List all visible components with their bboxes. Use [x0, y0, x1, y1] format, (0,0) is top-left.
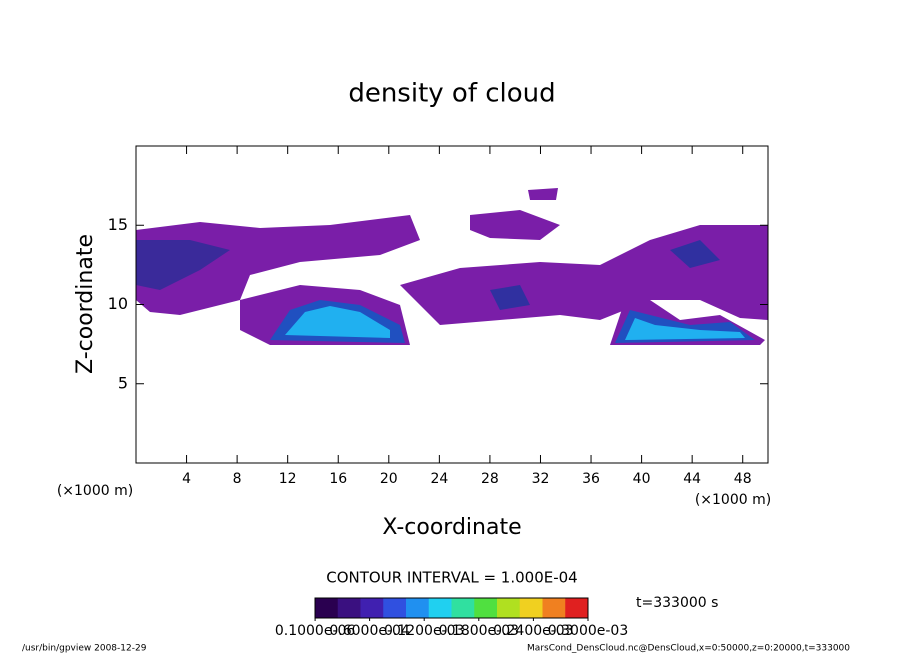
colorbar-cell	[428, 598, 452, 618]
y-tick-label: 10	[108, 294, 128, 313]
x-tick-label: 40	[633, 471, 651, 487]
contour-interval: CONTOUR INTERVAL = 1.000E-04	[326, 569, 577, 587]
y-tick-label: 15	[108, 215, 128, 234]
colorbar-label: 0.1200e-03	[384, 623, 464, 639]
colorbar-cell	[315, 598, 339, 618]
x-tick-label: 48	[734, 471, 752, 487]
x-tick-label: 44	[683, 471, 701, 487]
time-label: t=333000 s	[636, 595, 718, 611]
colorbar-cell	[565, 598, 589, 618]
x-tick-label: 24	[430, 471, 448, 487]
cloud-field	[136, 188, 768, 345]
x-tick-label: 32	[532, 471, 550, 487]
colorbar-cell	[542, 598, 566, 618]
colorbar-cell	[474, 598, 498, 618]
footer: /usr/bin/gpview 2008-12-29	[22, 644, 147, 654]
colorbar-cell	[360, 598, 384, 618]
x-tick-label: 36	[582, 471, 600, 487]
chart-title: density of cloud	[348, 79, 555, 109]
footer: MarsCond_DensCloud.nc@DensCloud,x=0:5000…	[527, 644, 850, 654]
colorbar-label: 0.1000e-06	[275, 623, 356, 639]
x-unit: (×1000 m)	[695, 492, 771, 508]
colorbar-cell	[383, 598, 407, 618]
colorbar-cell	[497, 598, 521, 618]
x-tick-label: 16	[329, 471, 347, 487]
colorbar-cell	[451, 598, 475, 618]
colorbar-label: 0.3000e-03	[548, 623, 628, 639]
colorbar-frame	[314, 597, 589, 619]
colorbar-label: 0.2400e-03	[493, 623, 573, 639]
colorbar-cell	[337, 598, 361, 618]
x-tick-label: 28	[481, 471, 499, 487]
x-tick-label: 4	[182, 471, 191, 487]
x-axis-title: X-coordinate	[382, 515, 521, 540]
x-tick-label: 20	[380, 471, 398, 487]
colorbar-cell	[406, 598, 430, 618]
colorbar-cell	[519, 598, 543, 618]
y-axis-title: Z-coordinate	[73, 234, 98, 374]
x-tick-label: 12	[279, 471, 297, 487]
colorbar-label: 0.6000e-04	[329, 623, 410, 639]
y-tick-label: 5	[118, 373, 128, 392]
x-unit: (×1000 m)	[57, 483, 133, 499]
colorbar-label: 0.1800e-03	[439, 623, 519, 639]
x-tick-label: 8	[233, 471, 242, 487]
